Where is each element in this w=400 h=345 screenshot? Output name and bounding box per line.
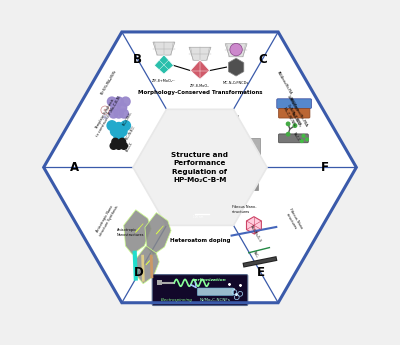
Circle shape [111, 103, 120, 112]
Polygon shape [153, 42, 175, 55]
Circle shape [306, 138, 308, 141]
Text: MC-N₂C/PNCDs: MC-N₂C/PNCDs [223, 81, 249, 85]
Circle shape [121, 121, 130, 130]
FancyBboxPatch shape [278, 134, 308, 143]
Circle shape [300, 140, 303, 142]
Bar [208, 115, 238, 138]
Text: ZIF-8-MoO₄: ZIF-8-MoO₄ [190, 84, 210, 88]
Polygon shape [133, 109, 267, 225]
Bar [229, 138, 260, 164]
Text: C: C [258, 52, 267, 66]
Bar [162, 159, 195, 186]
Text: Ni/Mo₂C-NCNFs: Ni/Mo₂C-NCNFs [200, 298, 231, 302]
Text: Structure and
Performance
Regulation of
HP-Mo₂C-B-M: Structure and Performance Regulation of … [172, 151, 228, 183]
Polygon shape [189, 47, 211, 60]
Text: Mo₂C-NCNFs: Mo₂C-NCNFs [290, 112, 302, 128]
Bar [186, 185, 216, 204]
Circle shape [109, 109, 118, 118]
Text: Electrospinning: Electrospinning [160, 298, 192, 302]
Text: Bi₂C₃/CX: Bi₂C₃/CX [126, 141, 134, 152]
Circle shape [118, 103, 127, 112]
Text: D: D [134, 266, 144, 279]
Bar [162, 125, 195, 154]
Circle shape [108, 97, 116, 106]
Text: E: E [257, 266, 265, 279]
Circle shape [286, 132, 290, 136]
Polygon shape [124, 210, 151, 255]
Text: Morphology-Conserved Transformations: Morphology-Conserved Transformations [138, 90, 262, 95]
Circle shape [101, 106, 109, 114]
Text: PAN/Amine/Mo-PBA
CoNiMoC-NCF
Mo₂C-NCNFs: PAN/Amine/Mo-PBA CoNiMoC-NCF Mo₂C-NCNFs [279, 97, 308, 133]
Circle shape [114, 122, 124, 132]
Circle shape [119, 138, 126, 145]
Circle shape [230, 43, 242, 56]
Text: B: B [133, 52, 142, 66]
Circle shape [107, 121, 117, 130]
Circle shape [115, 142, 122, 149]
Circle shape [302, 135, 305, 137]
Text: 100 nm: 100 nm [193, 215, 204, 219]
Polygon shape [136, 246, 159, 284]
Text: ZIF-8+MoO₄²⁻: ZIF-8+MoO₄²⁻ [152, 79, 176, 83]
Text: MoC₂/CFBiO₂: MoC₂/CFBiO₂ [122, 111, 134, 127]
Circle shape [121, 97, 130, 106]
Text: Fibrous Nano
structures: Fibrous Nano structures [284, 207, 303, 232]
Text: Mo₂C-Mo₂O₂-S: Mo₂C-Mo₂O₂-S [249, 225, 262, 244]
Text: F: F [321, 161, 329, 174]
Text: A: A [70, 161, 80, 174]
Circle shape [104, 109, 106, 111]
Polygon shape [154, 55, 174, 74]
Text: Anisotropic
Nanostructures: Anisotropic Nanostructures [117, 228, 144, 237]
Polygon shape [246, 217, 261, 234]
Circle shape [110, 127, 120, 136]
Text: Fibrous Nano-
structures: Fibrous Nano- structures [232, 205, 256, 214]
FancyBboxPatch shape [152, 275, 248, 306]
Text: Mo₂C-C: Mo₂C-C [292, 131, 300, 142]
Polygon shape [190, 60, 210, 79]
Bar [229, 166, 258, 190]
Circle shape [114, 97, 123, 106]
Text: PAN/Amine/Mo-PBA: PAN/Amine/Mo-PBA [276, 71, 293, 96]
Polygon shape [145, 213, 171, 255]
Polygon shape [44, 32, 356, 303]
Circle shape [112, 138, 119, 145]
Circle shape [293, 124, 297, 127]
Text: CoNiMoC-NCF: CoNiMoC-NCF [286, 95, 299, 113]
Circle shape [120, 109, 128, 118]
Text: ND+NiMo-PBA→HNiMo: ND+NiMo-PBA→HNiMo [100, 69, 118, 96]
Text: Heteroatom doping: Heteroatom doping [170, 238, 230, 244]
Text: carbonization: carbonization [193, 278, 227, 282]
Text: MoC₂: MoC₂ [252, 251, 259, 259]
Bar [157, 280, 162, 285]
Text: MoC₂/Ni-BCC: MoC₂/Ni-BCC [126, 125, 137, 140]
Circle shape [117, 127, 127, 136]
Polygon shape [228, 58, 244, 76]
Circle shape [286, 122, 290, 126]
Text: Anisotropic Nano
structure Synthesis: Anisotropic Nano structure Synthesis [94, 203, 119, 237]
Circle shape [114, 109, 123, 118]
Circle shape [114, 132, 124, 141]
FancyBboxPatch shape [277, 99, 312, 108]
Polygon shape [225, 44, 247, 57]
FancyBboxPatch shape [278, 108, 310, 118]
Text: Template Synthesis
to construct HP-Mo₂C-B-M: Template Synthesis to construct HP-Mo₂C-… [92, 93, 122, 137]
FancyBboxPatch shape [197, 288, 234, 296]
Circle shape [110, 142, 117, 149]
Circle shape [120, 142, 127, 149]
